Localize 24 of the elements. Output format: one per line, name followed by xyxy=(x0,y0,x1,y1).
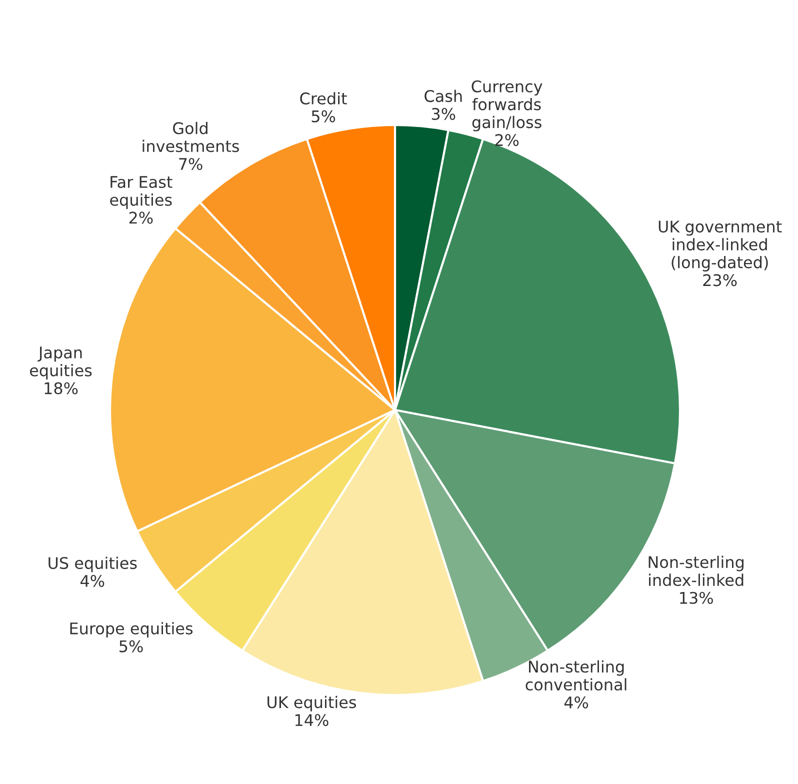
data-label: 13% xyxy=(680,592,713,604)
slice-label: UK equities xyxy=(268,696,356,712)
data-label: 5% xyxy=(120,640,143,652)
data-label: 2% xyxy=(495,134,519,146)
slice-label: Non-sterling conventional xyxy=(526,660,626,691)
data-label: 4% xyxy=(80,574,104,587)
slice-label: Europe equities xyxy=(70,622,193,638)
data-label: 7% xyxy=(179,158,202,170)
slice-label: Non-sterling index-linked xyxy=(648,556,744,586)
slice-label: Currency forwards gain/loss xyxy=(472,80,542,132)
slice-label: Japan equities xyxy=(30,346,92,380)
data-label: 2% xyxy=(129,212,153,224)
data-label: 14% xyxy=(295,714,328,726)
data-label: 3% xyxy=(432,108,456,120)
slice-label: Far East equities xyxy=(110,176,172,209)
slice-label: US equities xyxy=(48,556,137,572)
data-label: 4% xyxy=(564,696,588,708)
slice-label: Credit xyxy=(300,92,347,104)
slice-label: Gold investments xyxy=(142,122,239,152)
slice-label: UK government index-linked (long-dated) xyxy=(658,220,782,272)
data-label: 18% xyxy=(44,382,78,394)
data-label: 23% xyxy=(703,274,737,286)
data-label: 5% xyxy=(312,110,336,122)
slice-label: Cash xyxy=(424,90,462,102)
